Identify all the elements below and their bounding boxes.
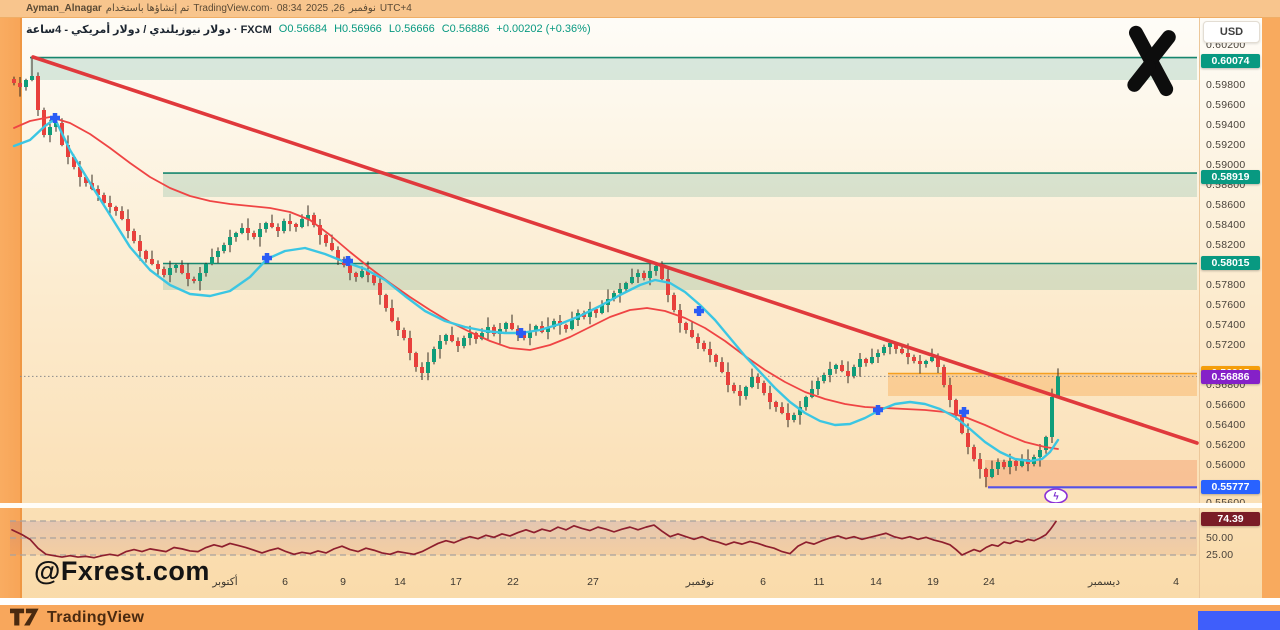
- time-axis-label: ديسمبر: [1088, 576, 1120, 588]
- pane-separator: [0, 503, 1262, 508]
- bottom-divider: [0, 598, 1280, 605]
- rsi-axis-label: 25.00: [1206, 549, 1234, 561]
- price-axis-label: 0.56400: [1206, 419, 1246, 431]
- price-tag: 0.56886: [1201, 370, 1260, 384]
- corner-button-fragment[interactable]: [1198, 611, 1280, 630]
- channel-watermark: @Fxrest.com: [34, 556, 210, 586]
- price-axis-label: 0.59400: [1206, 119, 1246, 131]
- price-axis-label: 0.56600: [1206, 399, 1246, 411]
- time-axis-label: 17: [450, 576, 462, 588]
- time-axis-label: نوفمبر: [685, 576, 715, 588]
- price-axis[interactable]: 0.602000.600000.598000.596000.594000.592…: [1199, 18, 1263, 598]
- price-axis-label: 0.57200: [1206, 339, 1246, 351]
- price-axis-label: 0.59000: [1206, 159, 1246, 171]
- high-value: H0.56966: [334, 23, 382, 35]
- time-axis-label: 27: [587, 576, 599, 588]
- time-axis-label: 19: [927, 576, 939, 588]
- symbol-name[interactable]: دولار نيوزيلندي / دولار أمريكي - 4ساعة ·…: [26, 23, 272, 36]
- price-axis-label: 0.57600: [1206, 299, 1246, 311]
- change-value: +0.00202 (+0.36%): [496, 23, 591, 35]
- attribution-bar: Ayman_Alnagar تم إنشاؤها باستخدام Tradin…: [0, 0, 1280, 18]
- x-social-logo-icon: [1127, 25, 1176, 97]
- low-value: L0.56666: [388, 23, 435, 35]
- price-axis-label: 0.59800: [1206, 79, 1246, 91]
- symbol-info-bar: دولار نيوزيلندي / دولار أمريكي - 4ساعة ·…: [26, 21, 591, 37]
- tradingview-logo-icon[interactable]: [10, 608, 40, 627]
- rsi-axis-label: 50.00: [1206, 532, 1234, 544]
- time-axis-label: 4: [1173, 576, 1179, 588]
- price-axis-label: 0.59600: [1206, 99, 1246, 111]
- time-axis-label: أكتوبر: [212, 576, 238, 588]
- price-tag: 0.58919: [1201, 170, 1260, 184]
- price-axis-label: 0.57400: [1206, 319, 1246, 331]
- tradingview-logo-text[interactable]: TradingView: [47, 608, 145, 626]
- left-margin-strip: [0, 18, 22, 598]
- time-axis-label: 24: [983, 576, 995, 588]
- price-tag: 0.58015: [1201, 256, 1260, 270]
- close-value: C0.56886: [441, 23, 490, 35]
- time-axis-label: 14: [394, 576, 406, 588]
- price-axis-label: 0.59200: [1206, 139, 1246, 151]
- price-axis-label: 0.58600: [1206, 199, 1246, 211]
- time-axis-label: 11: [813, 576, 825, 588]
- price-axis-label: 0.56200: [1206, 439, 1246, 451]
- price-axis-label: 0.56000: [1206, 459, 1246, 471]
- time-axis-label: 14: [870, 576, 882, 588]
- tradingview-logo-bar: TradingView: [0, 605, 1280, 630]
- open-value: O0.56684: [278, 23, 328, 35]
- time-axis-label: 22: [507, 576, 519, 588]
- right-margin-strip: [1262, 18, 1280, 611]
- snapshot-month: نوفمبر: [348, 3, 376, 14]
- time-axis-label: 6: [760, 576, 766, 588]
- price-tag: 74.39: [1201, 512, 1260, 526]
- price-axis-label: 0.57800: [1206, 279, 1246, 291]
- time-axis[interactable]: أكتوبر 6 9 14 17 22 27 نوفمبر 6 11 14 19 24 ديسمبر 4: [0, 570, 1262, 598]
- currency-toggle-button[interactable]: USD: [1203, 21, 1260, 43]
- created-with-text: تم إنشاؤها باستخدام: [105, 3, 190, 14]
- author-name: Ayman_Alnagar: [26, 3, 102, 14]
- price-tag: 0.55777: [1201, 480, 1260, 494]
- alert-lightning-icon[interactable]: ϟ: [1044, 488, 1068, 504]
- time-axis-label: 9: [340, 576, 346, 588]
- snapshot-time: 08:34: [276, 3, 302, 14]
- time-axis-label: 6: [282, 576, 288, 588]
- snapshot-timezone: UTC+4: [379, 3, 412, 14]
- price-axis-label: 0.58400: [1206, 219, 1246, 231]
- price-axis-label: 0.58200: [1206, 239, 1246, 251]
- snapshot-day-year: 2025 ,26: [305, 3, 345, 14]
- tradingview-link[interactable]: TradingView.com·: [193, 3, 273, 14]
- price-tag: 0.60074: [1201, 54, 1260, 68]
- svg-text:ϟ: ϟ: [1053, 492, 1059, 503]
